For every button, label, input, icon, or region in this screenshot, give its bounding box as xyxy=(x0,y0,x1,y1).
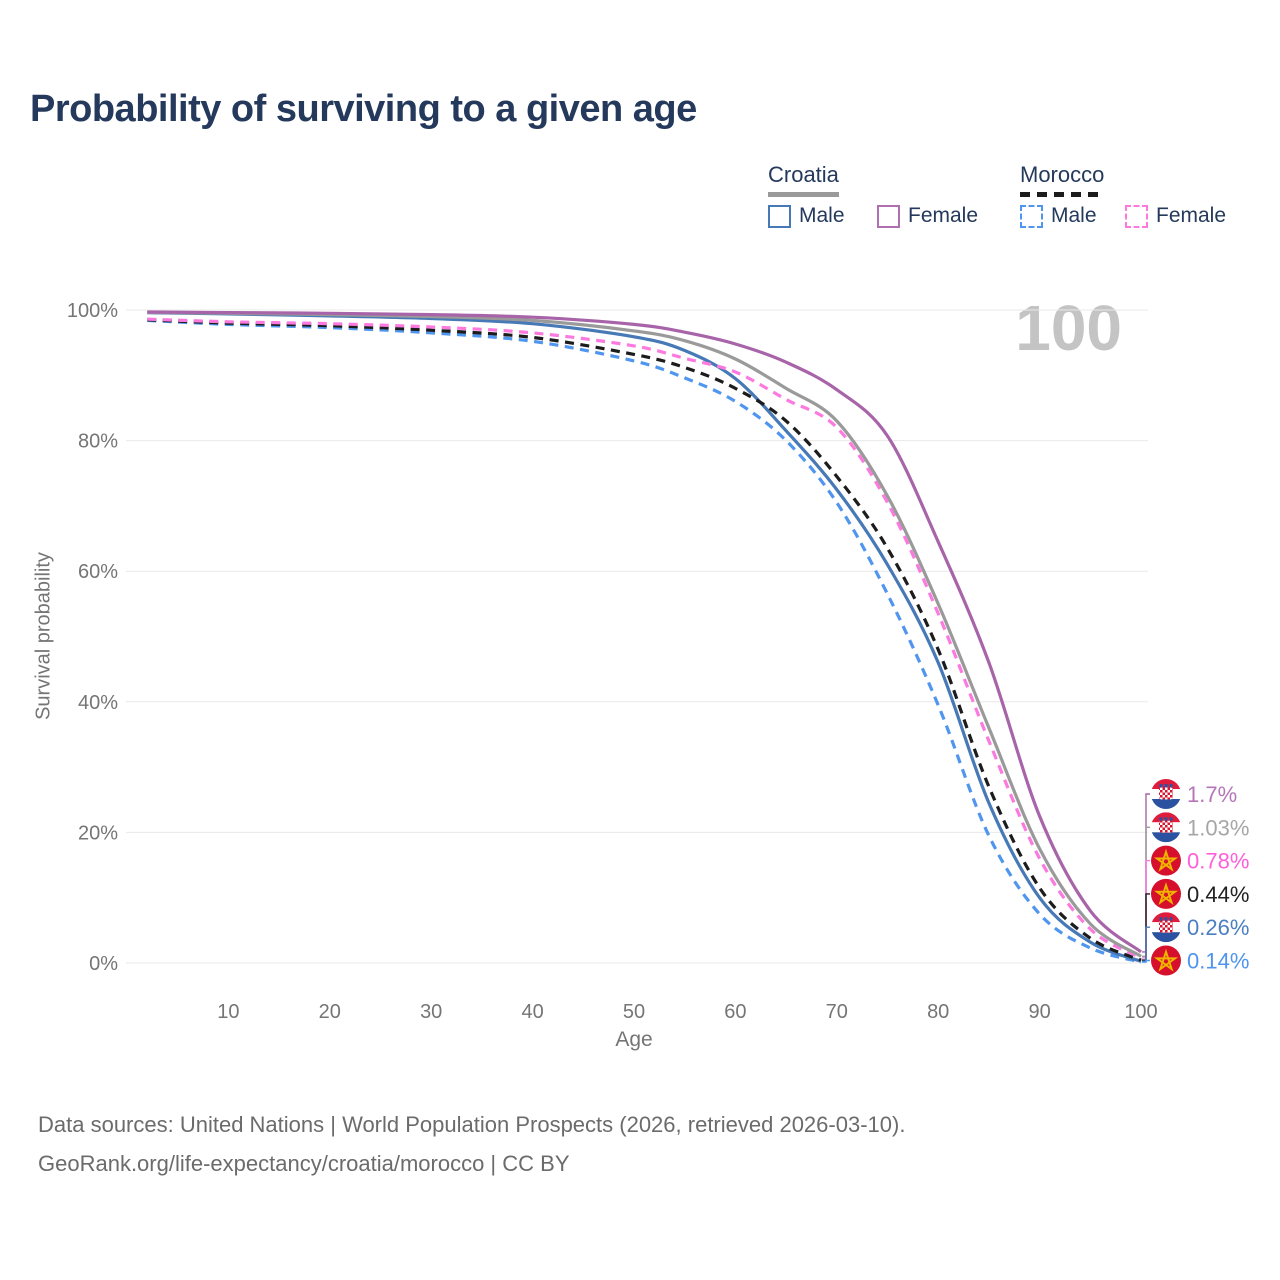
legend-country-morocco[interactable]: Morocco xyxy=(1020,162,1105,187)
y-tick-label: 0% xyxy=(89,953,118,975)
y-tick-label: 100% xyxy=(67,300,118,322)
end-value-label-morocco-female: 0.78% xyxy=(1187,849,1249,874)
end-value-label-croatia-both-sexes: 1.03% xyxy=(1187,815,1249,840)
series-line-morocco-both-sexes[interactable] xyxy=(147,318,1142,962)
y-tick-label: 80% xyxy=(78,431,118,453)
x-tick-label: 100 xyxy=(1124,1001,1157,1023)
x-tick-label: 40 xyxy=(521,1001,543,1023)
end-value-label-croatia-female: 1.7% xyxy=(1187,782,1237,807)
x-tick-label: 10 xyxy=(217,1001,239,1023)
end-value-label-morocco-male: 0.14% xyxy=(1187,949,1249,974)
croatia-flag-icon xyxy=(1151,779,1181,809)
series-line-croatia-both-sexes[interactable] xyxy=(147,310,1142,958)
chart-title: Probability of surviving to a given age xyxy=(30,88,697,130)
legend-item-morocco-female[interactable]: Female xyxy=(1125,204,1226,228)
legend-country-croatia[interactable]: Croatia xyxy=(768,162,839,187)
x-axis-title: Age xyxy=(615,1028,653,1051)
x-tick-label: 50 xyxy=(623,1001,645,1023)
legend-item-morocco-male[interactable]: Male xyxy=(1020,204,1097,228)
y-tick-label: 60% xyxy=(78,561,118,583)
leader-line-morocco-male xyxy=(1142,959,1150,963)
legend-label-croatia-male: Male xyxy=(799,204,845,227)
series-line-croatia-male[interactable] xyxy=(147,311,1142,963)
series-line-morocco-male[interactable] xyxy=(147,318,1142,964)
croatia-flag-icon xyxy=(1151,912,1181,943)
y-axis-title: Survival probability xyxy=(32,552,55,720)
x-tick-label: 20 xyxy=(319,1001,341,1023)
series-line-morocco-female[interactable] xyxy=(147,317,1142,960)
x-tick-label: 90 xyxy=(1028,1001,1050,1023)
legend-item-croatia-male[interactable]: Male xyxy=(768,204,845,228)
legend-swatch-morocco-male xyxy=(1020,204,1043,228)
x-tick-label: 80 xyxy=(927,1001,949,1023)
legend-group-morocco: Morocco xyxy=(1020,162,1105,197)
morocco-flag-icon xyxy=(1151,878,1181,909)
leader-line-croatia-male xyxy=(1142,926,1150,962)
legend-label-morocco-female: Female xyxy=(1156,204,1227,227)
morocco-flag-icon xyxy=(1151,945,1181,976)
legend-swatch-morocco-female xyxy=(1125,204,1148,228)
x-tick-label: 60 xyxy=(724,1001,746,1023)
x-tick-label: 30 xyxy=(420,1001,442,1023)
legend-swatch-croatia-male xyxy=(768,204,791,228)
end-value-label-morocco-both-sexes: 0.44% xyxy=(1187,882,1249,907)
legend-group-croatia: Croatia xyxy=(768,162,839,197)
croatia-flag-icon xyxy=(1151,812,1181,843)
legend-underline-croatia xyxy=(768,192,839,197)
y-tick-label: 20% xyxy=(78,822,118,844)
footer-attribution[interactable]: GeoRank.org/life-expectancy/croatia/moro… xyxy=(38,1150,570,1176)
legend-label-morocco-male: Male xyxy=(1051,204,1097,227)
legend-label-croatia-female: Female xyxy=(908,204,979,227)
y-tick-label: 40% xyxy=(78,692,118,714)
footer: Data sources: United Nations | World Pop… xyxy=(38,1106,905,1183)
morocco-flag-icon xyxy=(1151,845,1181,876)
footer-data-sources: Data sources: United Nations | World Pop… xyxy=(38,1112,906,1137)
end-value-label-croatia-male: 0.26% xyxy=(1187,915,1249,940)
age-watermark: 100 xyxy=(1015,292,1122,364)
legend-swatch-croatia-female xyxy=(877,204,900,228)
legend-underline-morocco xyxy=(1020,192,1105,197)
x-tick-label: 70 xyxy=(826,1001,848,1023)
legend-item-croatia-female[interactable]: Female xyxy=(877,204,978,228)
series-line-croatia-female[interactable] xyxy=(147,310,1143,954)
